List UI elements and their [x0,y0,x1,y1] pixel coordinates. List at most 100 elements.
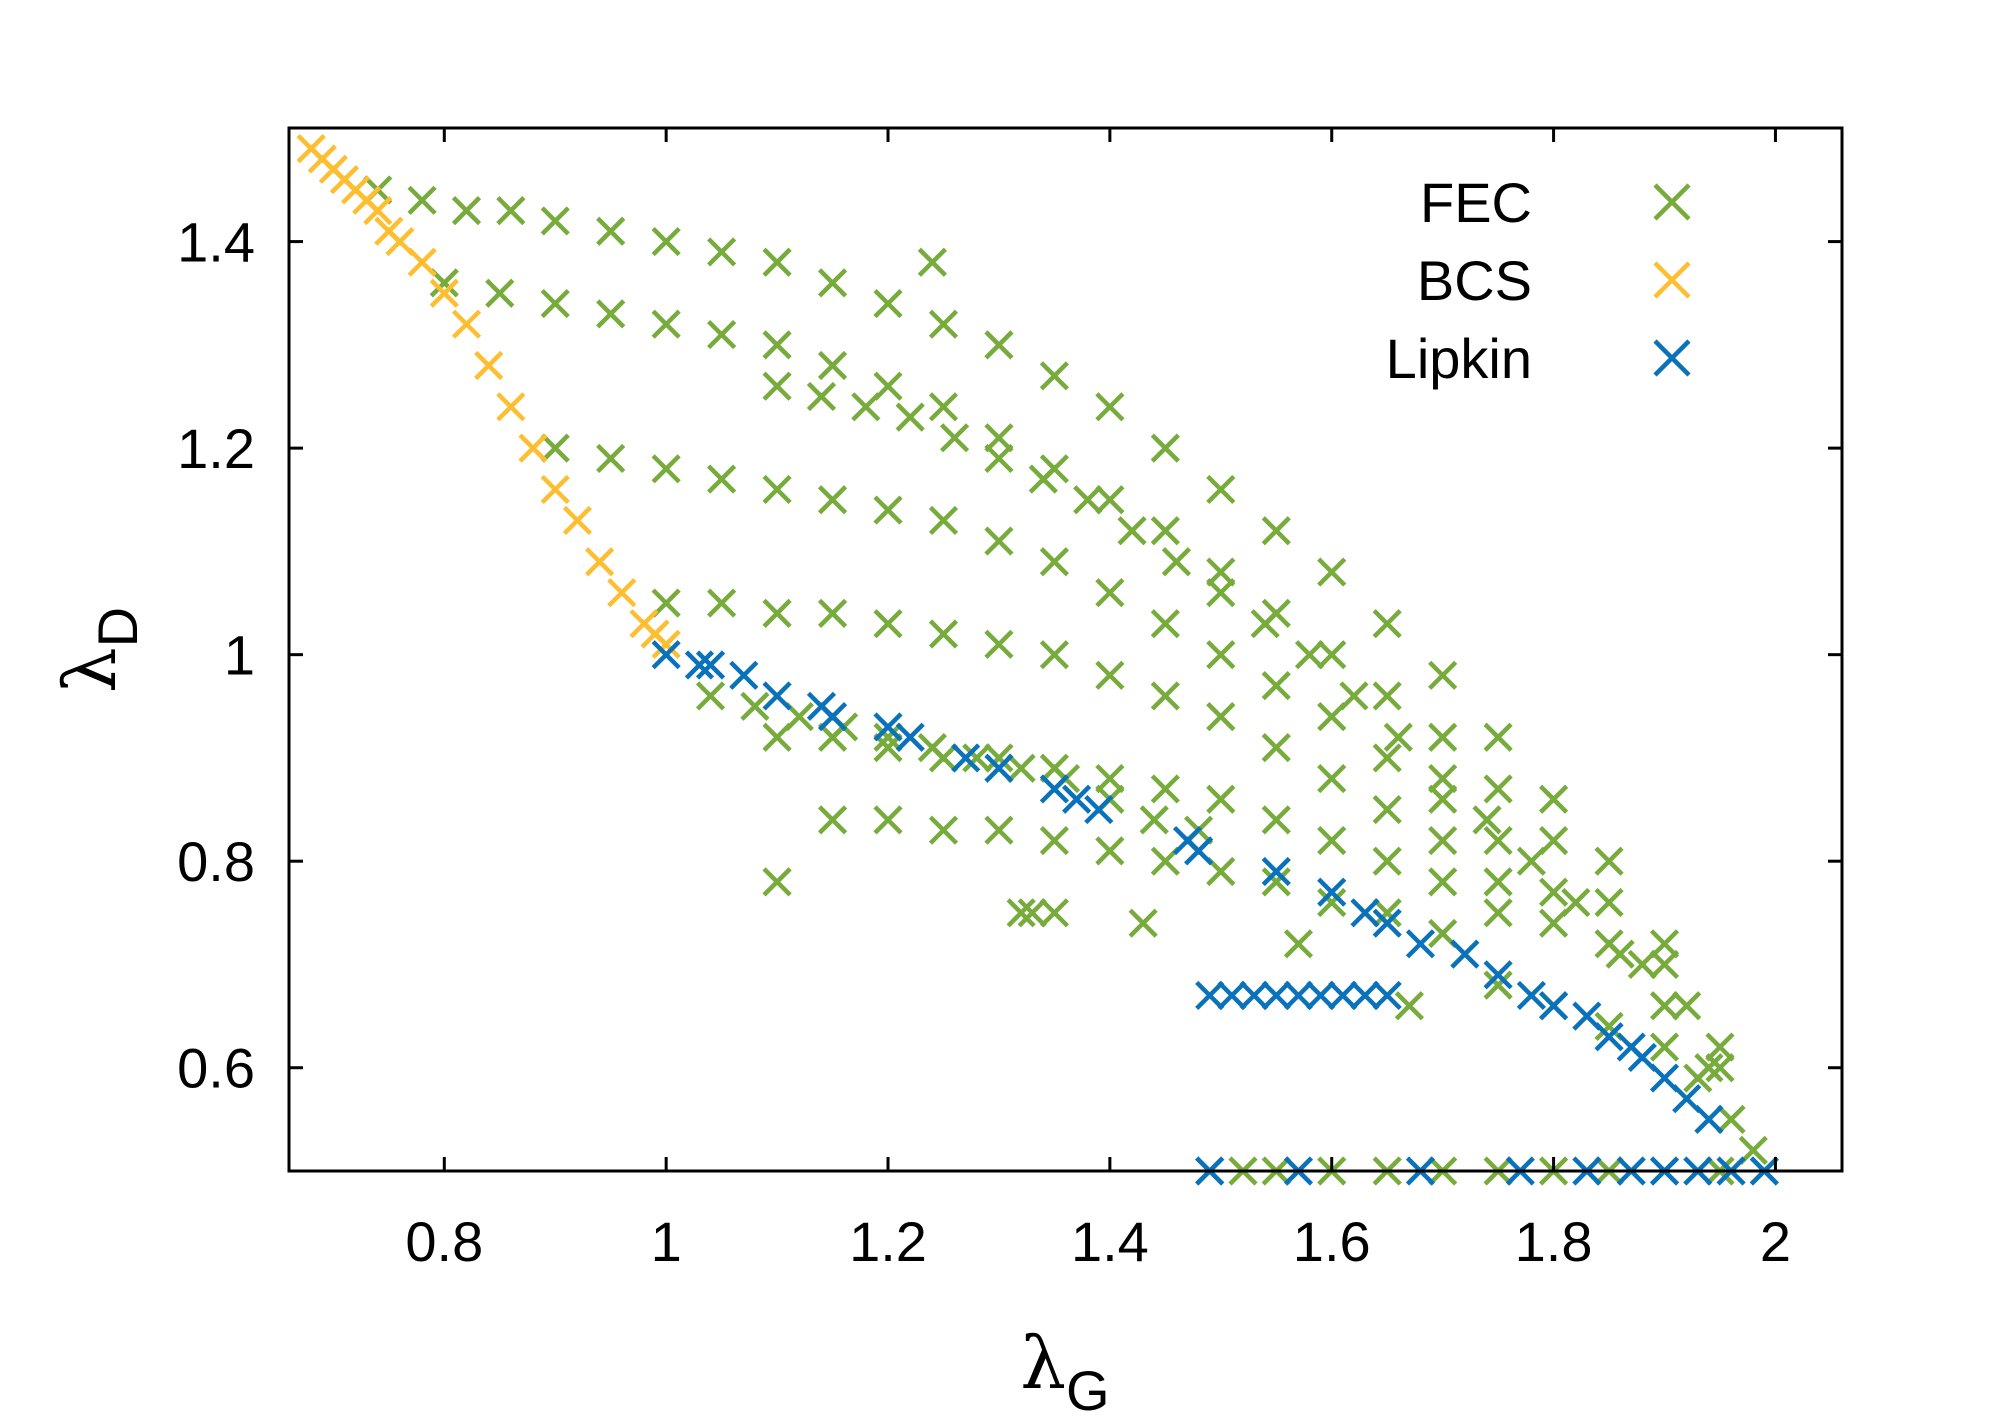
point-fec-57 [984,526,1014,556]
point-fec-119 [1006,753,1036,783]
point-lipkin-0 [651,640,681,670]
legend: FEC BCS Lipkin [1386,171,1691,390]
point-fec-2 [451,196,482,226]
point-fec-96 [1317,825,1347,856]
point-fec-146 [917,247,947,277]
x-axis-label: λG [1020,1321,1109,1418]
point-lipkin-18 [1350,898,1380,928]
point-fec-70 [707,588,737,618]
point-fec-132 [1117,516,1147,546]
point-fec-6 [651,227,681,257]
point-fec-58 [1039,547,1070,577]
point-fec-42 [1317,640,1347,670]
point-fec-48 [1649,949,1680,980]
point-fec-175 [1705,1053,1735,1083]
point-fec-11 [928,309,959,339]
point-fec-148 [1017,898,1047,928]
point-fec-118 [962,743,992,773]
point-bcs-15 [540,474,570,505]
point-fec-144 [1649,991,1680,1021]
x-tick-label: 1.6 [1293,1210,1371,1273]
point-fec-169 [1649,1032,1680,1062]
point-lipkin-40 [1372,980,1402,1011]
point-fec-22 [1538,784,1569,814]
point-fec-108 [1261,867,1291,897]
point-fec-134 [1206,578,1236,608]
y-tick-label: 0.8 [177,830,255,893]
point-fec-4 [540,206,570,236]
x-tick-label: 0.8 [405,1210,483,1273]
point-fec-126 [851,392,881,422]
point-fec-40 [1206,557,1236,587]
point-bcs-12 [474,350,504,381]
point-fec-98 [1428,867,1458,897]
point-fec-29 [596,299,626,329]
series-lipkin [651,640,1779,1186]
point-fec-47 [1594,887,1624,918]
data-points [296,134,1779,1186]
point-fec-135 [1250,609,1280,639]
point-fec-15 [1150,433,1180,463]
point-fec-19 [1372,609,1402,639]
point-fec-129 [984,443,1014,474]
point-fec-153 [762,867,792,897]
point-fec-50 [596,443,626,474]
y-tick-label: 1.4 [177,211,255,274]
point-fec-35 [928,392,959,422]
point-fec-92 [1095,763,1125,794]
point-fec-38 [1095,485,1125,515]
series-fec [363,175,1779,1186]
point-fec-122 [1139,805,1169,835]
legend-label: Lipkin [1386,327,1532,390]
point-fec-174 [1672,991,1702,1021]
point-lipkin-3 [729,660,759,690]
point-lipkin-7 [873,712,903,742]
point-fec-90 [984,743,1014,773]
point-fec-80 [1261,733,1291,763]
point-bcs-10 [429,278,459,308]
point-fec-139 [1428,763,1458,794]
point-fec-39 [1150,516,1180,546]
point-lipkin-36 [1283,980,1314,1011]
point-fec-97 [1372,846,1402,876]
point-fec-55 [873,495,903,525]
point-fec-49 [540,433,570,463]
point-fec-117 [917,733,947,763]
x-tick-label: 1.4 [1071,1210,1149,1273]
point-fec-73 [873,609,903,639]
point-fec-84 [1483,867,1513,897]
point-lipkin-6 [817,702,848,732]
point-fec-3 [496,196,526,226]
point-fec-74 [928,619,959,649]
point-fec-140 [1472,805,1502,835]
point-lipkin-8 [895,722,925,752]
point-fec-137 [1339,681,1369,711]
point-fec-83 [1428,825,1458,856]
point-fec-103 [984,815,1014,845]
point-fec-141 [1516,846,1546,876]
point-fec-95 [1261,805,1291,835]
point-fec-127 [895,402,925,432]
point-fec-125 [806,381,837,412]
point-fec-72 [817,598,848,628]
point-lipkin-33 [1217,980,1247,1011]
legend-label: BCS [1417,249,1532,312]
point-lipkin-19 [1372,908,1402,938]
point-fec-124 [762,371,792,401]
point-fec-8 [762,247,792,277]
point-fec-9 [817,268,848,298]
point-fec-52 [707,464,737,494]
point-lipkin-32 [1195,980,1225,1011]
point-fec-76 [1039,640,1070,670]
legend-marker [1653,261,1691,299]
point-fec-101 [873,805,903,835]
y-tick-label: 1.2 [177,417,255,480]
point-lipkin-34 [1239,980,1269,1011]
point-fec-43 [1372,681,1402,711]
point-fec-25 [1705,1032,1735,1062]
point-fec-60 [1150,609,1180,639]
point-fec-23 [1594,846,1624,876]
point-fec-18 [1317,557,1347,587]
x-tick-label: 1.8 [1515,1210,1593,1273]
point-fec-51 [651,454,681,484]
